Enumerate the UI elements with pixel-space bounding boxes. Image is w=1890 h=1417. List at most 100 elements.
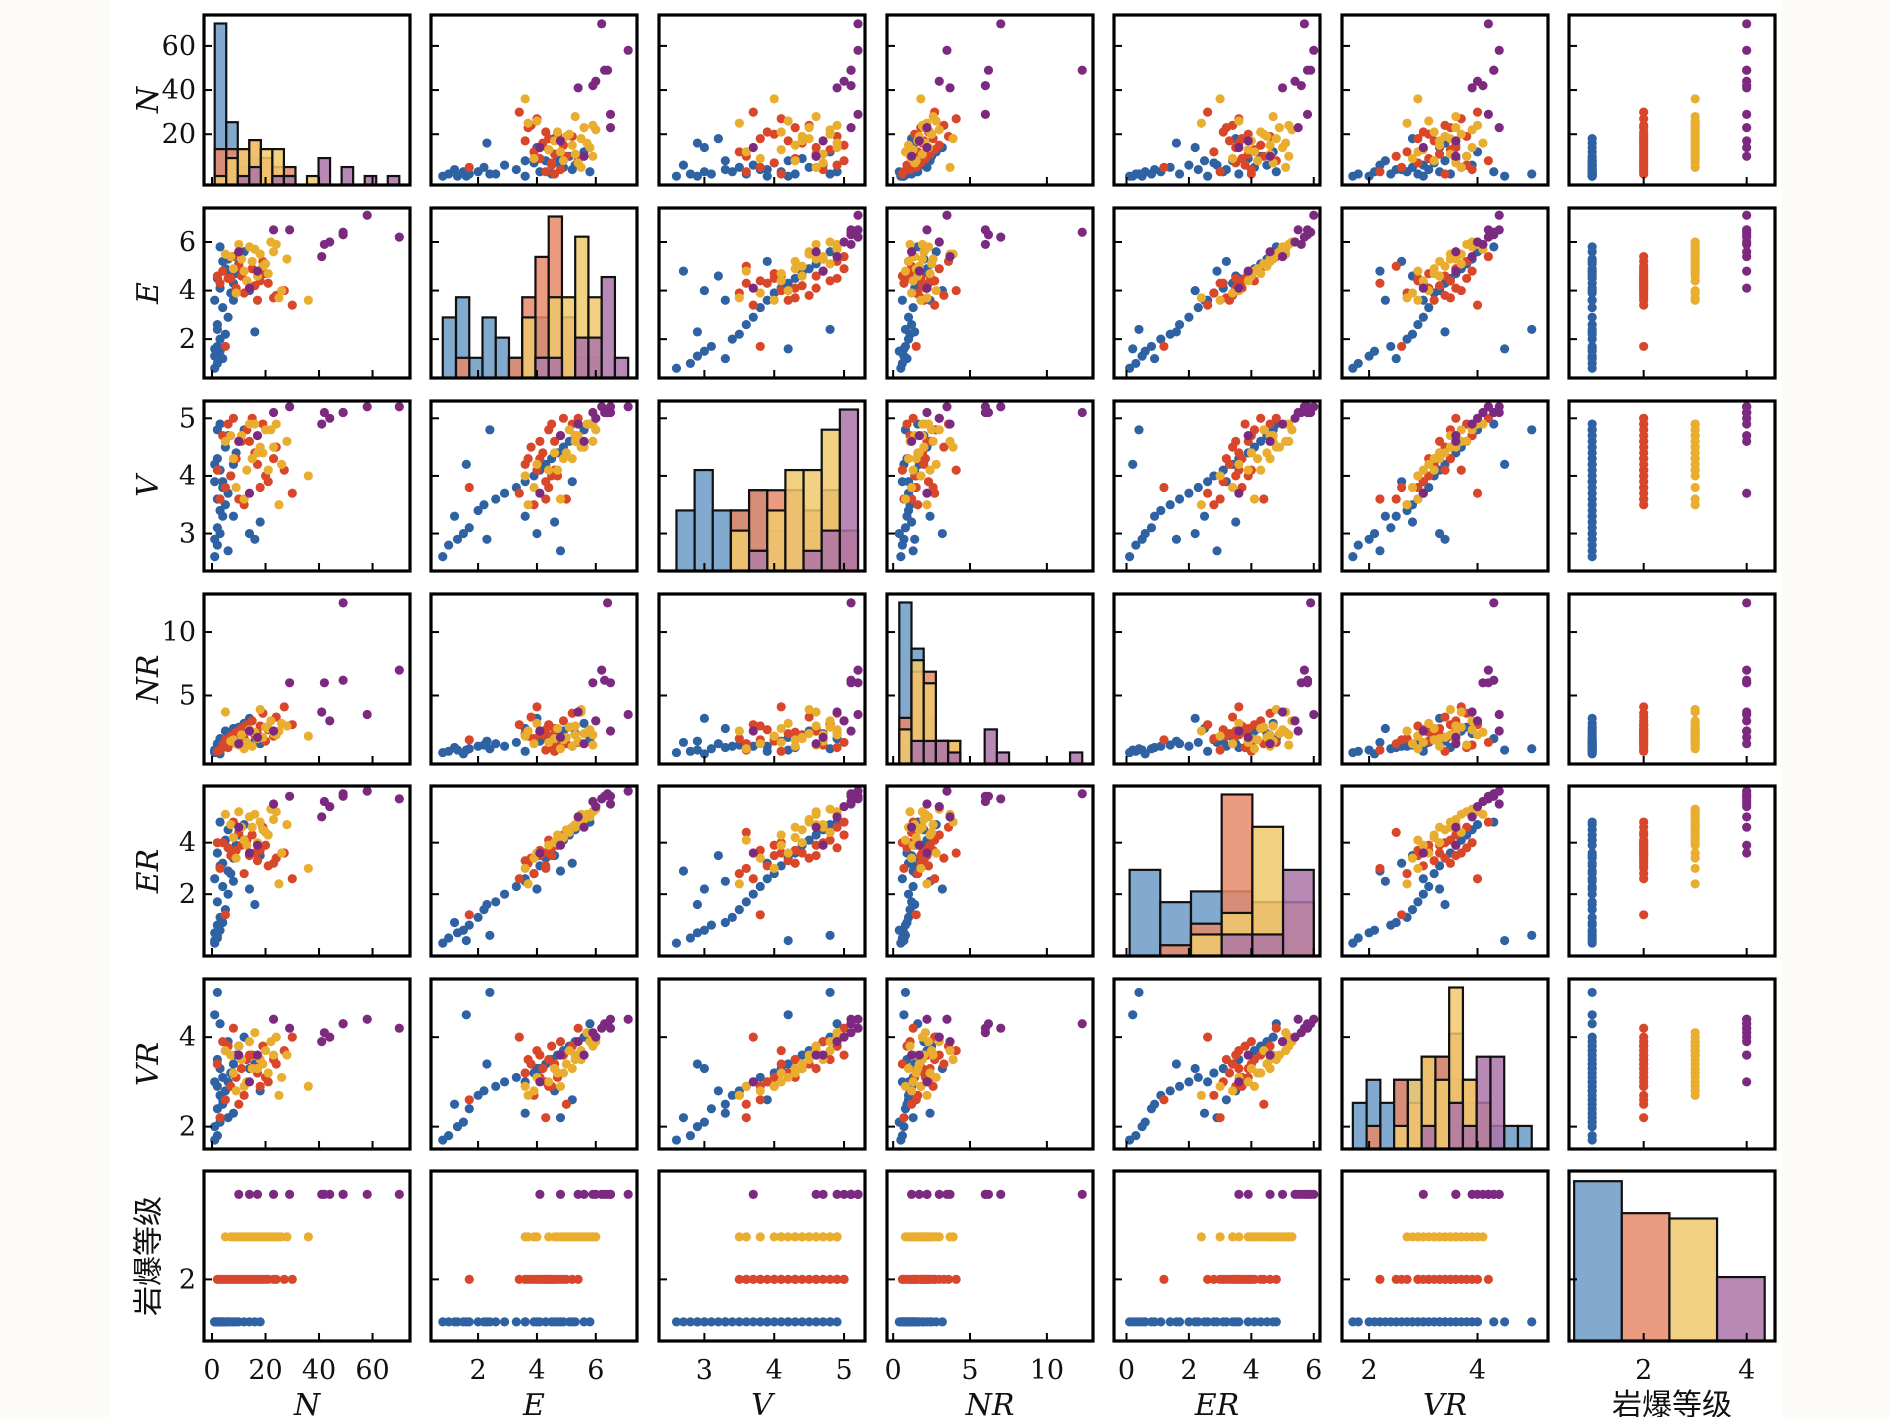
scatter-point: [1639, 1072, 1649, 1083]
scatter-point: [1284, 740, 1294, 750]
scatter-point: [846, 122, 856, 133]
scatter-point: [825, 237, 835, 247]
x-axis-label-N: N: [293, 1388, 322, 1417]
panel-frame: [429, 399, 639, 573]
scatter-point: [1243, 430, 1253, 441]
scatter-point: [1407, 853, 1418, 863]
y-tick-label: 3: [179, 519, 196, 550]
scatter-point: [1134, 744, 1144, 754]
scatter-point: [317, 419, 327, 429]
scatter-point: [1391, 827, 1401, 837]
scatter-point: [1231, 436, 1241, 446]
scatter-point: [783, 156, 793, 166]
scatter-point: [1483, 19, 1493, 29]
scatter-point: [1451, 850, 1461, 861]
scatter-point: [319, 796, 329, 807]
scatter-point: [1418, 848, 1428, 858]
scatter-point: [908, 276, 918, 286]
scatter-point: [561, 1274, 571, 1284]
scatter-point: [1690, 454, 1700, 464]
scatter-point: [776, 840, 786, 850]
scatter-point: [588, 740, 598, 750]
scatter-point: [1391, 917, 1401, 928]
scatter-point: [570, 721, 580, 731]
scatter-point: [210, 295, 220, 305]
scatter-point: [832, 251, 842, 262]
scatter-point: [922, 1090, 932, 1100]
scatter-point: [276, 459, 287, 469]
panel-content: [894, 210, 1087, 373]
scatter-point: [215, 505, 225, 516]
scatter-point: [925, 465, 935, 475]
scatter-point: [914, 1059, 924, 1069]
scatter-point: [1742, 791, 1752, 801]
histogram-bar: [1448, 1101, 1465, 1149]
panel-ER-vs-岩爆等级: [1567, 784, 1777, 958]
x-tick-label: 4: [1469, 1355, 1486, 1386]
scatter-point: [394, 1189, 404, 1199]
scatter-point: [1500, 344, 1510, 354]
scatter-point: [699, 285, 709, 296]
scatter-point: [825, 744, 835, 754]
scatter-point: [804, 290, 814, 301]
scatter-point: [252, 1189, 263, 1199]
scatter-point: [285, 402, 295, 412]
scatter-point: [1429, 830, 1439, 840]
scatter-point: [1494, 45, 1504, 55]
histogram-bar: [441, 316, 458, 378]
scatter-point: [818, 266, 828, 276]
scatter-point: [239, 868, 249, 879]
scatter-point: [1690, 153, 1700, 164]
scatter-point: [338, 675, 348, 685]
scatter-point: [274, 879, 284, 889]
panel-content: [671, 786, 863, 948]
scatter-point: [910, 327, 920, 337]
panel-content: [898, 601, 1084, 764]
scatter-point: [1413, 319, 1423, 330]
scatter-point: [1277, 251, 1288, 262]
scatter-point: [1462, 151, 1472, 161]
scatter-point: [215, 1019, 225, 1029]
scatter-point: [1174, 169, 1185, 179]
scatter-point: [220, 482, 231, 493]
scatter-point: [1190, 1063, 1200, 1074]
scatter-point: [1156, 1317, 1166, 1327]
scatter-point: [1690, 853, 1700, 863]
panel-岩爆等级-vs-岩爆等级: [1567, 1169, 1777, 1343]
scatter-point: [1690, 140, 1700, 150]
scatter-point: [1209, 1068, 1219, 1078]
scatter-point: [741, 266, 751, 276]
scatter-point: [1742, 726, 1752, 736]
scatter-point: [226, 1050, 236, 1060]
scatter-point: [1467, 707, 1477, 717]
scatter-point: [234, 1050, 244, 1060]
scatter-point: [1434, 838, 1445, 848]
scatter-point: [520, 511, 530, 521]
scatter-point: [247, 1063, 257, 1074]
scatter-point: [526, 712, 536, 722]
scatter-point: [762, 295, 772, 305]
scatter-point: [287, 1032, 297, 1042]
scatter-point: [1146, 523, 1157, 533]
scatter-point: [1077, 1019, 1087, 1029]
scatter-point: [825, 145, 835, 155]
scatter-point: [325, 413, 335, 423]
scatter-point: [1391, 151, 1401, 161]
scatter-point: [1190, 1317, 1200, 1327]
scatter-point: [783, 1072, 793, 1083]
scatter-point: [1407, 739, 1418, 749]
scatter-point: [623, 1014, 633, 1024]
scatter-point: [1386, 523, 1396, 533]
scatter-point: [699, 167, 709, 177]
scatter-point: [535, 1077, 545, 1087]
scatter-point: [1156, 505, 1166, 516]
scatter-point: [825, 276, 835, 286]
scatter-point: [210, 344, 220, 354]
histogram-bar: [820, 529, 841, 571]
panel-content: [671, 598, 863, 759]
scatter-point: [319, 407, 329, 418]
scatter-point: [748, 142, 758, 153]
scatter-point: [338, 230, 348, 240]
y-tick-label: 60: [162, 31, 196, 62]
histogram-bar: [766, 509, 787, 571]
